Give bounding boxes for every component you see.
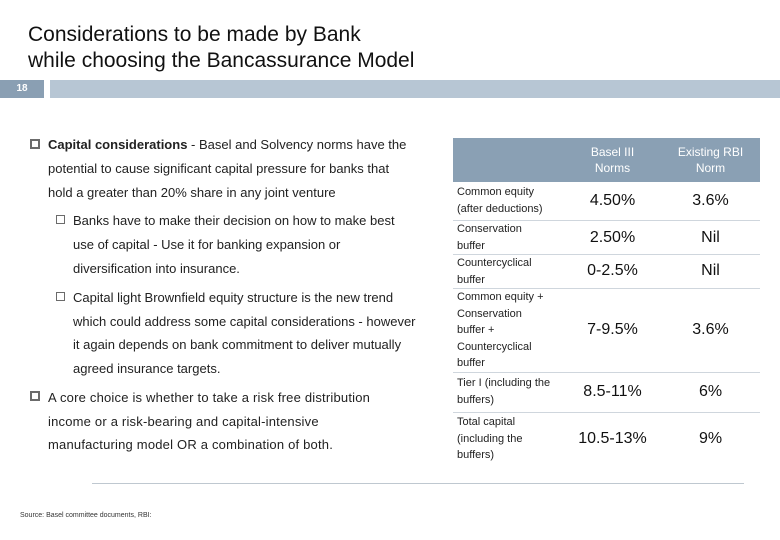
- bottom-divider: [92, 483, 744, 484]
- table-row: Countercyclical buffer 0-2.5% Nil: [453, 254, 760, 289]
- row-label: Common equity (after deductions): [457, 184, 565, 217]
- bullet-2-line-2: income or a risk-bearing and capital-int…: [48, 414, 319, 429]
- header-basel-iii: Basel III Norms: [565, 138, 660, 182]
- row-label-line: Conservation: [457, 223, 522, 235]
- table-row: Total capital (including the buffers) 10…: [453, 412, 760, 464]
- header-rbi-line-2: Norm: [695, 161, 726, 175]
- row-label: Tier I (including the buffers): [457, 375, 569, 408]
- sub-bullet-icon: [56, 292, 65, 301]
- basel-value: 10.5-13%: [578, 430, 647, 447]
- basel-value: 2.50%: [589, 229, 636, 246]
- rbi-value: 3.6%: [692, 192, 729, 209]
- table-row: Conservation buffer 2.50% Nil: [453, 220, 760, 255]
- header-basel-line-1: Basel III: [590, 145, 635, 159]
- page-number: 18: [0, 80, 44, 98]
- bullet-1-bold: Capital considerations: [48, 137, 188, 152]
- basel-value: 0-2.5%: [587, 262, 638, 279]
- row-label-line: buffers): [457, 449, 495, 461]
- bullet-1-line-1: Capital considerations - Basel and Solve…: [48, 137, 406, 152]
- table-header: Basel III Norms Existing RBI Norm: [453, 138, 760, 182]
- rbi-value: Nil: [701, 262, 720, 279]
- sub-bullet-2-line-2: which could address some capital conside…: [73, 314, 416, 329]
- row-label-line: Countercyclical: [457, 340, 532, 353]
- sub-bullet-2-line-1: Capital light Brownfield equity structur…: [73, 290, 394, 305]
- table-row: Common equity + Conservation buffer + Co…: [453, 288, 760, 373]
- header-rbi-line-1: Existing RBI: [677, 145, 744, 159]
- row-label-line: (including the: [457, 432, 523, 445]
- bullet-icon: [30, 391, 40, 401]
- basel-value: 7-9.5%: [587, 321, 638, 338]
- sub-bullet-1-line-1: Banks have to make their decision on how…: [73, 213, 395, 228]
- bullet-1-rest: - Basel and Solvency norms have the: [187, 137, 407, 152]
- rbi-value: 9%: [698, 430, 723, 447]
- row-label-line: buffer: [457, 357, 485, 369]
- basel-value: 8.5-11%: [583, 383, 642, 400]
- row-label-line: Common equity +: [457, 291, 544, 303]
- bullet-icon: [30, 139, 40, 149]
- row-label-line: buffers): [457, 393, 495, 406]
- bullet-1-line-2: potential to cause significant capital p…: [48, 161, 390, 176]
- source-note: Source: Basel committee documents, RBI:: [20, 512, 152, 519]
- bullet-1-line-3: hold a greater than 20% share in any joi…: [48, 185, 336, 200]
- row-label-line: buffer +: [457, 324, 495, 336]
- row-label-line: Total capital: [457, 416, 516, 428]
- sub-bullet-icon: [56, 215, 65, 224]
- page-title: Considerations to be made by Bank while …: [28, 22, 414, 74]
- sub-bullet-2-line-4: agreed insurance targets.: [73, 361, 221, 376]
- row-label-line: Conservation: [457, 307, 522, 320]
- row-label-line: buffer: [457, 239, 485, 252]
- row-label-line: (after deductions): [457, 202, 543, 215]
- basel-value: 4.50%: [589, 192, 636, 209]
- rbi-value: 3.6%: [692, 321, 729, 338]
- row-label-line: Countercyclical: [457, 257, 532, 269]
- sub-bullet-1-line-3: diversification into insurance.: [73, 261, 240, 276]
- sub-bullet-2-line-3: it again depends on bank commitment to d…: [73, 337, 402, 352]
- row-label: Countercyclical buffer: [457, 255, 565, 288]
- title-line-2: while choosing the Bancassurance Model: [28, 49, 415, 72]
- header-bar: [50, 80, 780, 98]
- bullet-2-line-1: A core choice is whether to take a risk …: [48, 390, 371, 405]
- header-basel-line-2: Norms: [594, 161, 631, 175]
- rbi-value: Nil: [701, 229, 720, 246]
- row-label: Common equity + Conservation buffer + Co…: [457, 289, 565, 372]
- row-label-line: Common equity: [457, 186, 535, 198]
- table-row: Tier I (including the buffers) 8.5-11% 6…: [453, 372, 760, 413]
- rbi-value: 6%: [698, 383, 723, 400]
- row-label-line: buffer: [457, 273, 485, 286]
- row-label: Total capital (including the buffers): [457, 414, 565, 464]
- table-row: Common equity (after deductions) 4.50% 3…: [453, 182, 760, 221]
- header-existing-rbi: Existing RBI Norm: [661, 138, 760, 182]
- row-label-line: Tier I (including the: [457, 377, 551, 389]
- title-line-1: Considerations to be made by Bank: [28, 23, 361, 46]
- bullet-2-line-3: manufacturing model OR a combination of …: [48, 437, 334, 452]
- row-label: Conservation buffer: [457, 221, 565, 254]
- sub-bullet-1-line-2: use of capital - Use it for banking expa…: [73, 237, 341, 252]
